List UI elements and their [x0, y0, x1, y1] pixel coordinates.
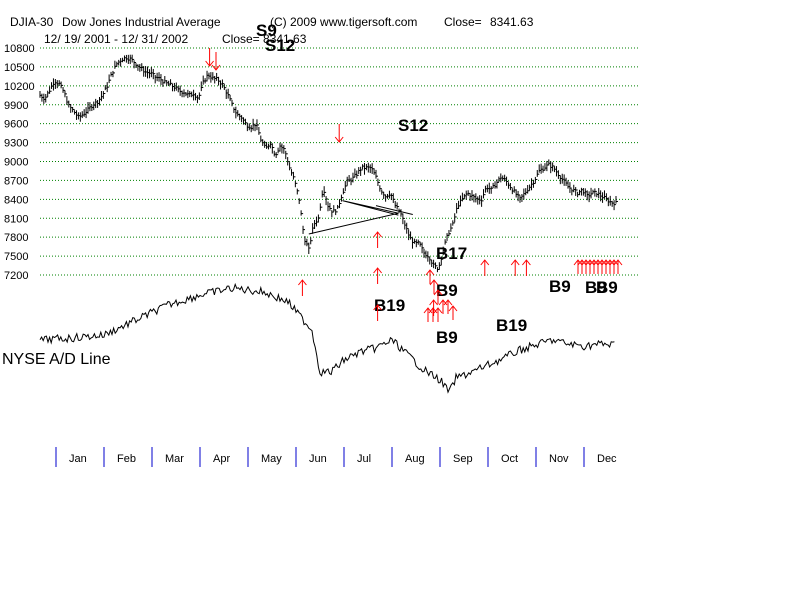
y-tick-label: 7500	[4, 251, 28, 263]
signal-arrowhead	[443, 299, 453, 306]
month-label: Jul	[357, 453, 371, 465]
signal-arrowhead	[593, 259, 603, 266]
signal-arrowhead	[581, 259, 591, 266]
signal-arrowhead	[585, 259, 595, 266]
y-tick-label: 7800	[4, 232, 28, 244]
y-tick-label: 10500	[4, 62, 35, 74]
chart-title: Dow Jones Industrial Average	[62, 15, 221, 29]
triangle-pattern	[308, 200, 413, 235]
signal-arrowhead	[429, 299, 438, 306]
signal-arrowhead	[609, 259, 619, 266]
y-tick-label: 8400	[4, 194, 28, 206]
y-tick-label: 9900	[4, 100, 28, 112]
y-tick-label: 10800	[4, 43, 35, 55]
signal-label: B19	[496, 316, 527, 335]
y-tick-label: 9000	[4, 157, 28, 169]
month-label: Sep	[453, 453, 473, 465]
signal-arrowhead	[573, 259, 583, 266]
signal-label: B9	[585, 278, 607, 297]
y-tick-label: 9300	[4, 138, 28, 150]
signal-arrowhead	[480, 259, 490, 266]
triangle-apex	[375, 205, 413, 215]
signal-arrowhead	[589, 259, 599, 266]
month-label: Apr	[213, 453, 230, 465]
signal-arrowhead	[613, 259, 623, 266]
signal-arrowhead	[205, 60, 214, 67]
chart-symbol: DJIA-30	[10, 15, 54, 29]
month-label: Mar	[165, 453, 184, 465]
close-value-secondary: Close= 8341.63	[222, 32, 307, 46]
signal-arrowhead	[601, 259, 611, 266]
signal-arrowhead	[298, 279, 307, 286]
ad-line-group	[39, 282, 615, 394]
signal-label: S12	[398, 116, 428, 135]
signal-arrowhead	[373, 231, 382, 238]
month-label: Dec	[597, 453, 617, 465]
month-label: Nov	[549, 453, 569, 465]
date-range: 12/ 19/ 2001 - 12/ 31/ 2002	[44, 32, 188, 46]
signal-arrowhead	[522, 259, 531, 266]
signal-arrowhead	[577, 259, 587, 266]
month-label: Aug	[405, 453, 425, 465]
signal-arrowhead	[334, 136, 344, 143]
month-label: Feb	[117, 453, 136, 465]
signal-arrowhead	[373, 304, 382, 311]
signal-arrowhead	[433, 307, 443, 314]
close-value: 8341.63	[490, 15, 534, 29]
triangle-lines	[308, 200, 399, 235]
y-tick-label: 9600	[4, 119, 28, 131]
y-axis-ticks: 10800 10500 10200 9900 9600 9300 9000 8700 8400 8…	[4, 43, 35, 282]
signal-arrowhead	[429, 279, 439, 286]
month-label: Oct	[501, 453, 518, 465]
month-label: Jun	[309, 453, 327, 465]
signal-label: B9	[549, 277, 571, 296]
signal-arrowhead	[425, 269, 435, 276]
signal-label: B17	[436, 244, 467, 263]
y-tick-label: 10200	[4, 81, 35, 93]
signal-label: B9	[596, 278, 618, 297]
copyright-text: (C) 2009 www.tigersoft.com	[270, 15, 417, 29]
signal-arrowhead	[211, 64, 221, 71]
signal-arrowhead	[597, 259, 607, 266]
signal-label: B9	[436, 281, 458, 300]
signal-arrowhead	[433, 289, 443, 296]
y-tick-label: 7200	[4, 270, 28, 282]
y-tick-label: 8700	[4, 175, 28, 187]
signal-label: S9	[256, 21, 277, 40]
signal-label: B19	[374, 296, 405, 315]
signal-arrowhead	[605, 259, 615, 266]
ad-line-label: NYSE A/D Line	[2, 351, 111, 368]
signal-arrowhead	[448, 305, 458, 312]
month-label: Jan	[69, 453, 87, 465]
price-bars	[39, 54, 618, 273]
close-label: Close=	[444, 15, 482, 29]
ad-line	[39, 282, 615, 394]
month-axis: Jan Feb Mar Apr May Jun Jul Aug Sep Oct Nov Dec	[55, 447, 617, 467]
month-label: May	[261, 453, 282, 465]
signal-label: S12	[265, 36, 295, 55]
grid-lines	[40, 47, 640, 276]
signal-arrowhead	[373, 267, 382, 274]
signal-arrowhead	[510, 259, 520, 266]
y-tick-label: 8100	[4, 213, 28, 225]
signal-label: B9	[436, 328, 458, 347]
